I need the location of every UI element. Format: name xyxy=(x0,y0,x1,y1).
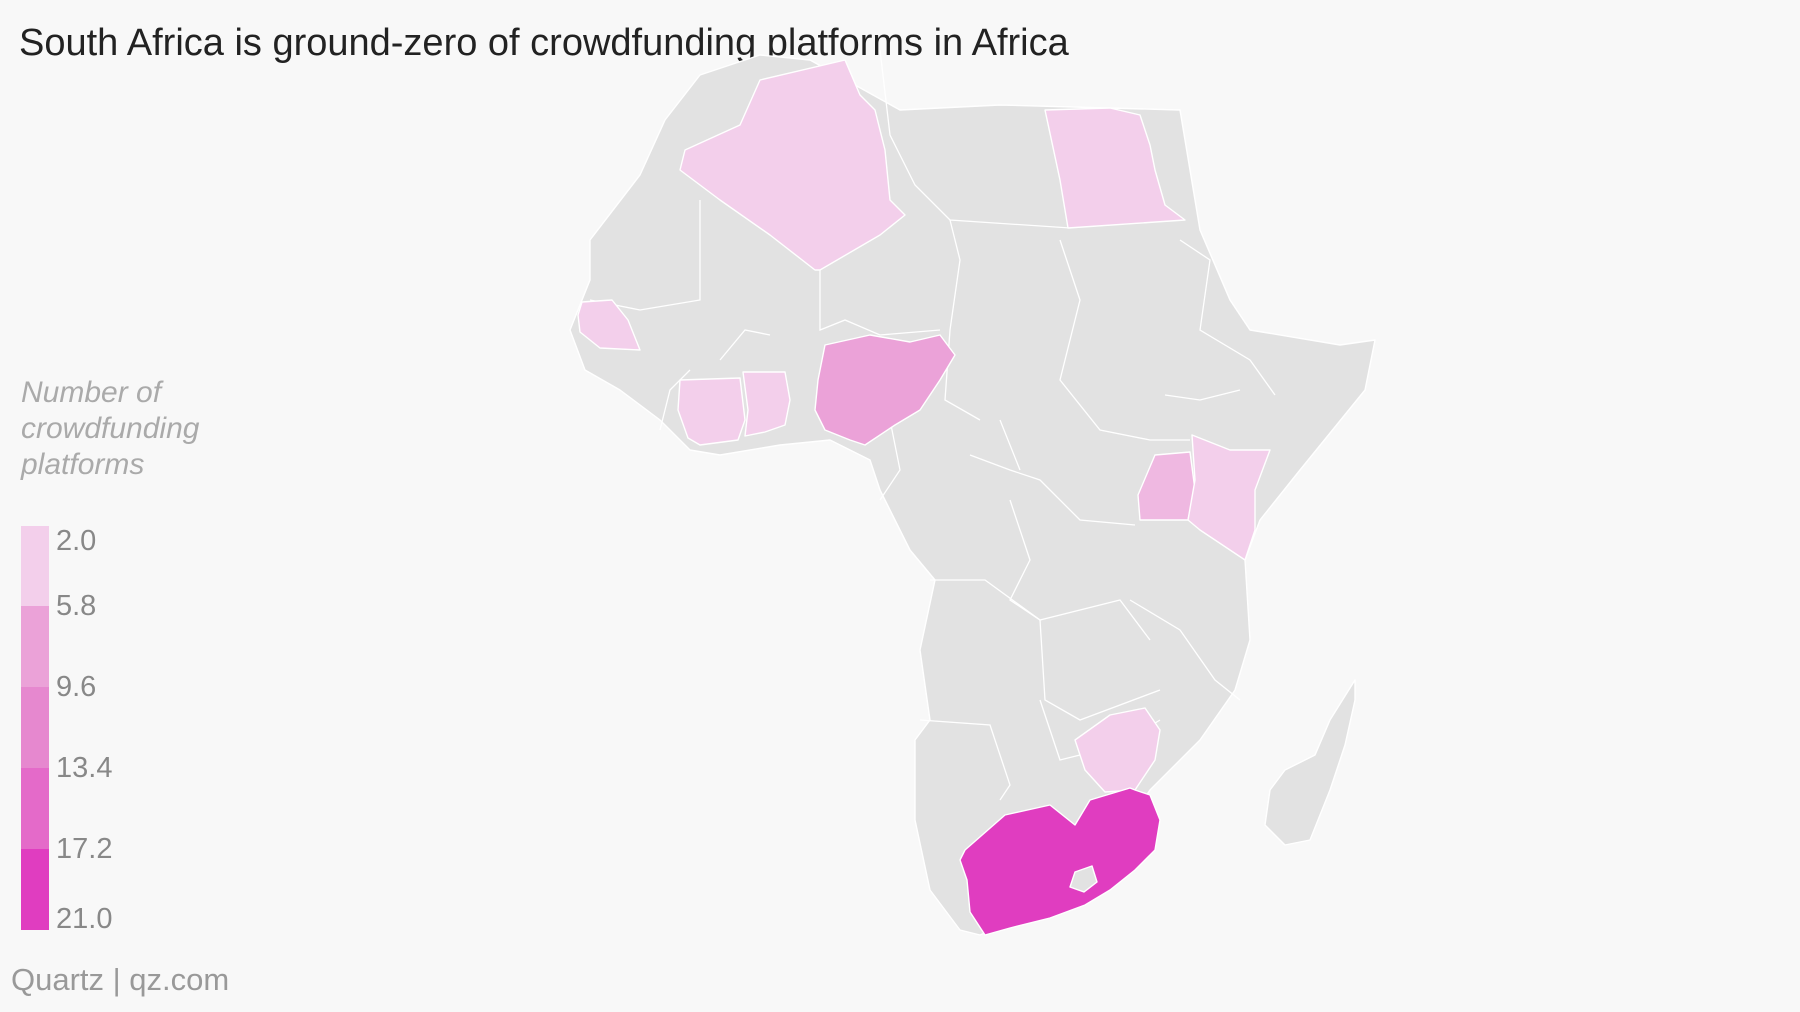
country-borders xyxy=(589,49,1276,801)
legend-title: Number of crowdfunding platforms xyxy=(21,376,200,481)
legend-swatch xyxy=(21,687,49,768)
country-algeria xyxy=(679,59,906,271)
country-kenya xyxy=(1187,434,1271,561)
country-madagascar xyxy=(1264,679,1356,846)
legend-tick-label: 13.4 xyxy=(56,752,113,784)
legend-color-scale xyxy=(21,526,49,930)
country-lesotho xyxy=(1069,865,1098,893)
legend-tick-label: 9.6 xyxy=(56,671,97,703)
country-ghana xyxy=(742,371,791,437)
legend-tick-label: 21.0 xyxy=(56,903,113,935)
country-south-africa xyxy=(959,787,1161,936)
chart-title: South Africa is ground-zero of crowdfund… xyxy=(19,22,1069,64)
legend-tick-labels: 2.0 5.8 9.6 13.4 17.2 21.0 xyxy=(56,0,176,1012)
country-no-data xyxy=(569,54,1376,936)
legend-swatch xyxy=(21,849,49,930)
country-egypt xyxy=(1044,107,1186,229)
legend-tick-label: 2.0 xyxy=(56,525,97,557)
country-nigeria xyxy=(814,334,956,446)
country-zimbabwe xyxy=(1074,707,1161,793)
legend-swatch xyxy=(21,526,49,606)
country-cote-divoire xyxy=(677,377,746,446)
country-senegal xyxy=(577,299,641,351)
legend-swatch xyxy=(21,606,49,687)
source-credit: Quartz | qz.com xyxy=(11,962,230,997)
legend-tick-label: 17.2 xyxy=(56,833,113,865)
legend-swatch xyxy=(21,768,49,849)
legend-tick-label: 5.8 xyxy=(56,590,97,622)
